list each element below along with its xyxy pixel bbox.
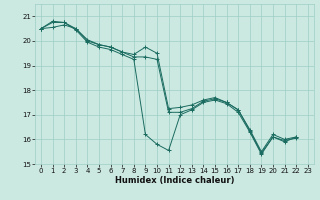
X-axis label: Humidex (Indice chaleur): Humidex (Indice chaleur)	[115, 176, 234, 185]
